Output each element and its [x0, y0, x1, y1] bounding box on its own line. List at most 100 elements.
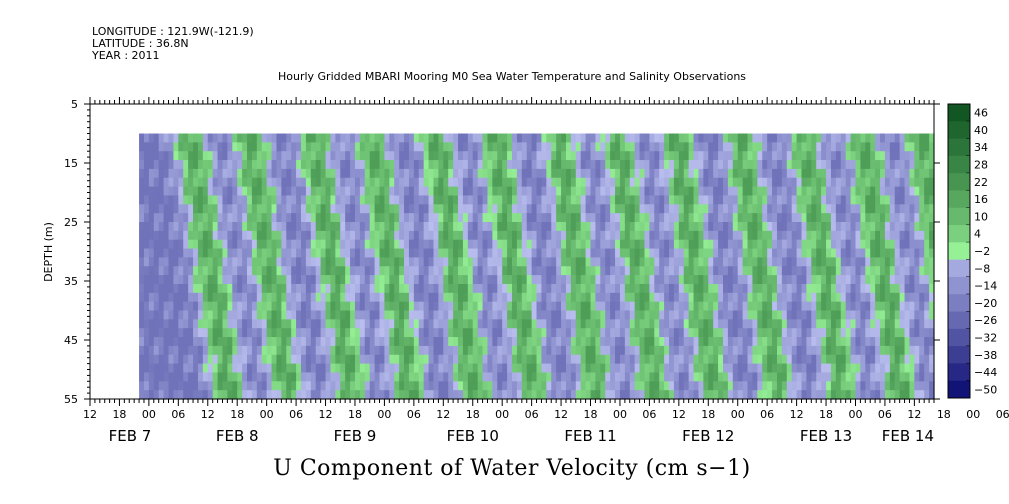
heatmap-cell [737, 363, 744, 374]
heatmap-cell [703, 168, 709, 179]
heatmap-cell [139, 372, 145, 382]
heatmap-cell [458, 381, 464, 391]
heatmap-cell [561, 275, 567, 285]
heatmap-cell [237, 133, 243, 143]
heatmap-cell [512, 160, 518, 170]
heatmap-cell [217, 133, 224, 143]
heatmap-cell [232, 186, 238, 197]
heatmap-cell [502, 204, 508, 214]
heatmap-cell [929, 390, 935, 400]
heatmap-cell [772, 248, 778, 258]
heatmap-cell [884, 133, 891, 143]
heatmap-cell [561, 239, 567, 250]
heatmap-cell [193, 248, 199, 258]
heatmap-cell [448, 354, 454, 365]
heatmap-cell [183, 266, 189, 276]
heatmap-cell [408, 239, 415, 250]
heatmap-cell [330, 310, 336, 320]
heatmap-cell [752, 275, 758, 285]
heatmap-cell [688, 354, 695, 365]
heatmap-cell [865, 142, 871, 152]
heatmap-cell [173, 266, 179, 276]
heatmap-cell [870, 195, 876, 205]
heatmap-cell [315, 186, 322, 197]
heatmap-cell [565, 204, 572, 214]
heatmap-cell [261, 222, 268, 232]
heatmap-cell [232, 151, 238, 161]
heatmap-cell [732, 204, 739, 214]
heatmap-cell [168, 213, 175, 223]
heatmap-cell [570, 257, 577, 267]
heatmap-cell [271, 381, 278, 391]
heatmap-cell [615, 195, 621, 205]
heatmap-cell [884, 381, 891, 391]
heatmap-cell [551, 142, 557, 152]
heatmap-cell [261, 372, 268, 382]
heatmap-cell [742, 230, 749, 241]
heatmap-cell [310, 328, 317, 338]
heatmap-cell [462, 230, 469, 241]
heatmap-cell [340, 151, 346, 161]
heatmap-cell [247, 213, 253, 223]
heatmap-cell [889, 239, 896, 250]
heatmap-cell [639, 213, 646, 223]
heatmap-cell [772, 310, 778, 320]
chart-title: Hourly Gridded MBARI Mooring M0 Sea Wate… [278, 70, 746, 83]
heatmap-cell [914, 275, 920, 285]
heatmap-cell [840, 257, 847, 267]
heatmap-cell [296, 239, 302, 250]
heatmap-cell [163, 345, 170, 356]
heatmap-cell [364, 275, 371, 285]
heatmap-cell [673, 283, 680, 294]
heatmap-cell [168, 319, 175, 329]
heatmap-cell [776, 151, 783, 161]
heatmap-cell [644, 177, 650, 188]
heatmap-cell [310, 257, 317, 267]
heatmap-cell [615, 275, 621, 285]
heatmap-cell [561, 372, 567, 382]
heatmap-cell [561, 310, 567, 320]
heatmap-cell [830, 230, 837, 241]
heatmap-cell [462, 151, 469, 161]
heatmap-cell [845, 354, 852, 365]
heatmap-cell [929, 354, 935, 365]
heatmap-cell [605, 275, 611, 285]
heatmap-cell [791, 248, 798, 258]
heatmap-cell [374, 328, 381, 338]
heatmap-cell [404, 337, 410, 347]
heatmap-cell [664, 248, 670, 258]
heatmap-cell [232, 195, 238, 205]
heatmap-cell [158, 328, 165, 338]
heatmap-cell [271, 328, 278, 338]
heatmap-cell [654, 292, 660, 303]
heatmap-cell [453, 222, 459, 232]
heatmap-cell [811, 133, 817, 143]
heatmap-cell [242, 319, 248, 329]
heatmap-cell [296, 275, 302, 285]
heatmap-cell [865, 301, 871, 312]
heatmap-cell [718, 283, 724, 294]
heatmap-cell [880, 230, 886, 241]
heatmap-cell [664, 310, 670, 320]
heatmap-cell [840, 186, 847, 197]
heatmap-cell [884, 142, 891, 152]
heatmap-cell [732, 283, 739, 294]
heatmap-cell [418, 292, 425, 303]
heatmap-cell [561, 133, 567, 143]
heatmap-cell [595, 337, 601, 347]
heatmap-cell [556, 310, 562, 320]
heatmap-cell [629, 257, 636, 267]
heatmap-cell [929, 381, 935, 391]
heatmap-cell [855, 345, 861, 356]
heatmap-cell [821, 168, 827, 179]
heatmap-cell [354, 248, 361, 258]
heatmap-cell [188, 381, 194, 391]
heatmap-cell [629, 390, 636, 400]
heatmap-cell [301, 390, 307, 400]
heatmap-cell [237, 381, 243, 391]
heatmap-cell [570, 222, 577, 232]
heatmap-cell [816, 319, 822, 329]
heatmap-cell [826, 275, 832, 285]
heatmap-cell [148, 390, 155, 400]
heatmap-cell [482, 372, 489, 382]
